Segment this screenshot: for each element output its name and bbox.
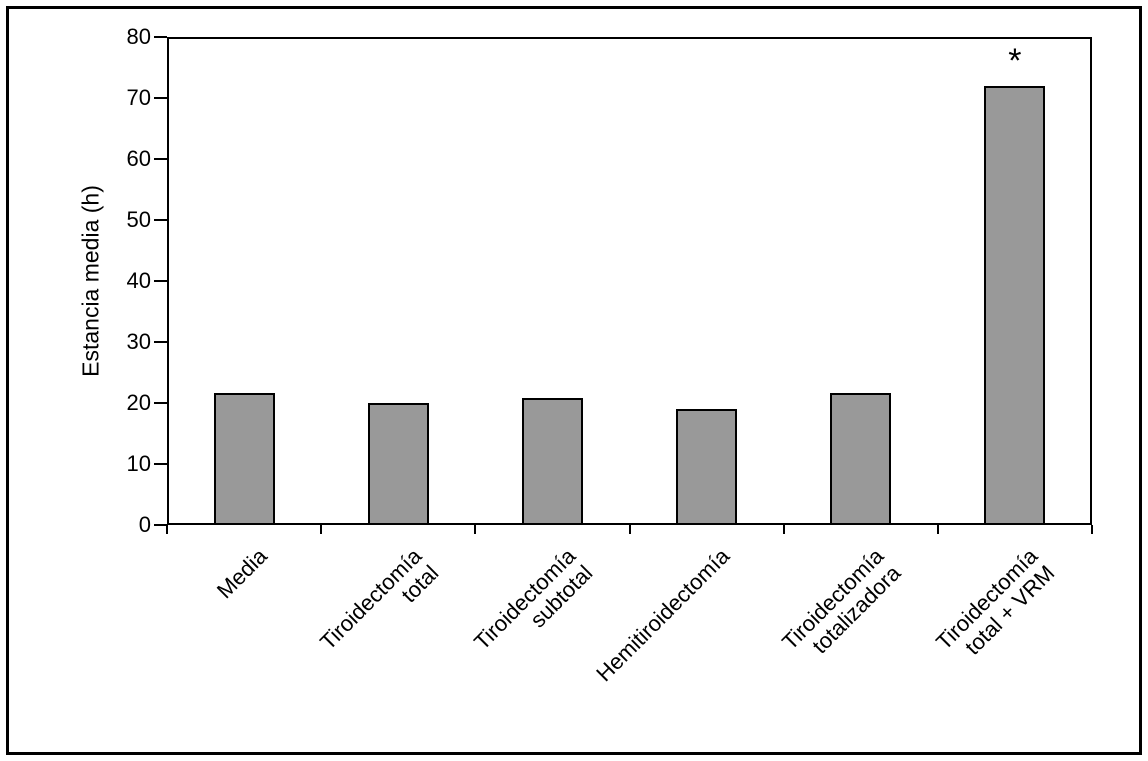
bar — [676, 409, 738, 525]
y-axis-tick-label: 30 — [126, 329, 151, 354]
y-axis-tick — [154, 524, 167, 526]
y-axis-tick-label: 50 — [126, 207, 151, 232]
x-axis-category-label: Tiroidectomía total + VRM — [931, 543, 1060, 660]
figure-border — [6, 6, 1142, 755]
bar — [984, 85, 1046, 525]
y-axis-tick — [154, 158, 167, 160]
plot-area — [167, 37, 1092, 525]
y-axis-tick-label: 60 — [126, 146, 151, 171]
x-axis-tick — [628, 525, 631, 534]
bar — [521, 398, 583, 525]
y-axis-tick — [154, 402, 167, 404]
y-axis-tick — [154, 36, 167, 38]
x-axis-category-label: Hemitiroidectomía — [591, 543, 735, 687]
y-axis-tick-label: 70 — [126, 85, 151, 110]
x-axis-category-label: Tiroidectomía total — [314, 543, 444, 655]
x-axis-category-label: Media — [211, 543, 273, 604]
bar — [213, 392, 275, 525]
x-axis-tick — [782, 525, 785, 534]
x-axis-tick — [474, 525, 477, 534]
y-axis-tick-label: 20 — [126, 390, 151, 415]
y-axis-tick-label: 40 — [126, 268, 151, 293]
bar — [830, 392, 892, 525]
y-axis-tick — [154, 341, 167, 343]
y-axis-tick-label: 0 — [138, 512, 151, 537]
y-axis-tick-label: 80 — [126, 24, 151, 49]
x-axis-tick — [1091, 525, 1093, 534]
y-axis-tick — [154, 219, 167, 221]
x-axis-category-label: Tiroidectomía subtotal — [469, 543, 598, 655]
y-axis-tick — [154, 97, 167, 99]
significance-asterisk: * — [1008, 41, 1022, 80]
x-axis-category-label: Tiroidectomía totalizadora — [777, 543, 906, 659]
x-axis-tick — [320, 525, 323, 534]
y-axis-tick-label: 10 — [126, 451, 151, 476]
y-axis-tick — [154, 280, 167, 282]
x-axis-tick — [166, 525, 168, 534]
y-axis-tick — [154, 463, 167, 465]
x-axis-tick — [936, 525, 939, 534]
bar — [367, 403, 429, 525]
